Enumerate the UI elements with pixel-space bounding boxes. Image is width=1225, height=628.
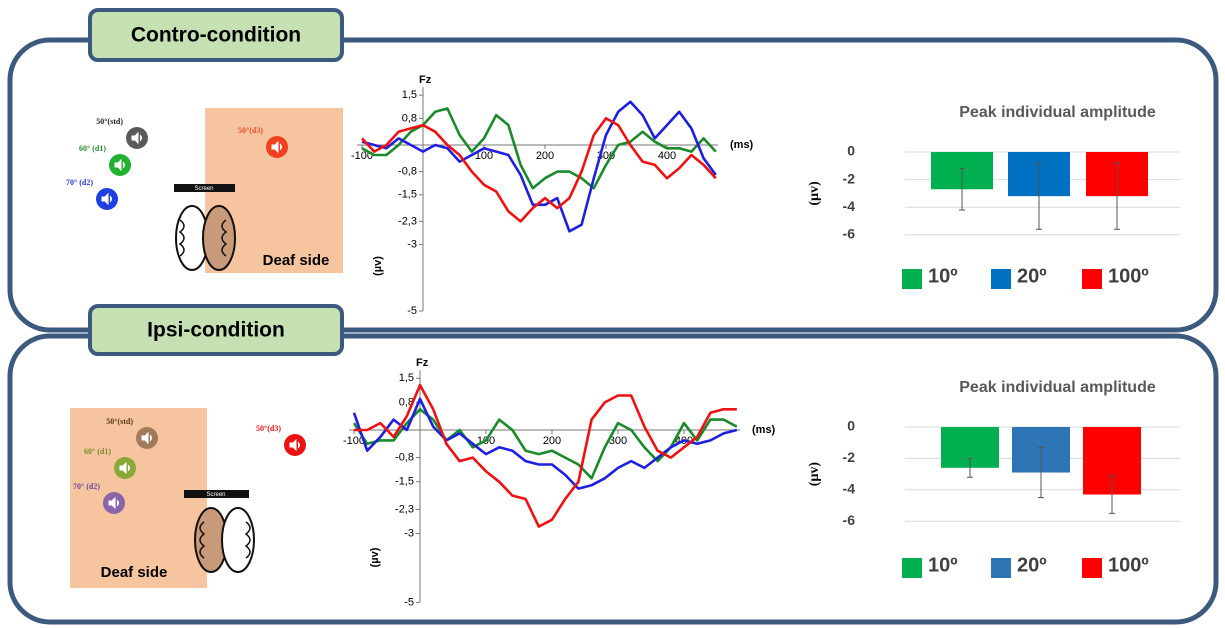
speaker-symbol xyxy=(131,131,142,145)
y-tick-label: -5 xyxy=(407,305,417,317)
chart-title: Peak individual amplitude xyxy=(959,104,1156,121)
y-tick-label: -2,3 xyxy=(395,503,414,515)
y-tick-label: 1,5 xyxy=(402,89,417,101)
y-tick-label: 0 xyxy=(847,418,855,434)
y-tick-label: 0 xyxy=(847,143,855,159)
panel-tab xyxy=(88,304,344,356)
source-label: 60° (d1) xyxy=(79,144,106,153)
screen xyxy=(184,490,249,498)
x-axis-label: (ms) xyxy=(752,424,776,436)
speaker-symbol xyxy=(119,461,130,475)
legend-swatch xyxy=(902,558,922,578)
x-tick-label: 200 xyxy=(536,150,554,162)
error-bar xyxy=(959,168,965,211)
erp-line xyxy=(361,117,717,223)
y-tick-label: -1,5 xyxy=(398,189,417,201)
legend-swatch xyxy=(1082,269,1102,289)
x-tick-label: 300 xyxy=(609,435,627,447)
brain xyxy=(194,507,255,573)
x-tick-label: 100 xyxy=(475,150,493,162)
erp-chart: Fz1,50,8-0,8-1,5-2,3-3-5-100 100 200 300 400… xyxy=(351,74,754,317)
erp-chart: Fz1,50,8-0,8-1,5-2,3-3-5-100 100 200 300 400… xyxy=(343,357,776,608)
speaker-symbol xyxy=(108,496,119,510)
source-label: 70° (d2) xyxy=(73,482,100,491)
source-label: 50°(d3) xyxy=(256,424,281,433)
source-label: 70° (d2) xyxy=(66,178,93,187)
speaker-symbol xyxy=(141,431,152,445)
y-tick-label: -0,8 xyxy=(398,165,417,177)
y-axis-label: (µv) xyxy=(807,462,822,487)
speaker-symbol xyxy=(114,158,125,172)
y-tick-label: -3 xyxy=(407,239,417,251)
y-tick-label: -2 xyxy=(843,449,856,465)
y-tick-label: 0,8 xyxy=(402,112,417,124)
speaker-symbol xyxy=(271,140,282,154)
panel-title: Contro-condition xyxy=(131,24,301,47)
legend-swatch xyxy=(902,269,922,289)
x-tick-label: 200 xyxy=(543,435,561,447)
brain xyxy=(175,205,236,271)
error-bar xyxy=(967,457,973,478)
source-label: 50°(d3) xyxy=(238,126,263,135)
source-label: 60° (d1) xyxy=(84,447,111,456)
y-tick-label: -2 xyxy=(843,170,856,186)
bar-chart: Peak individual amplitude 0 -2 -4 -6 (µv) 10º 2… xyxy=(807,379,1180,578)
channel-label: Fz xyxy=(419,74,432,86)
legend-label: 100º xyxy=(1108,554,1149,576)
chart-title: Peak individual amplitude xyxy=(959,379,1156,396)
speaker-symbol xyxy=(101,192,112,206)
y-tick-label: -4 xyxy=(843,481,856,497)
y-tick-label: -6 xyxy=(843,226,856,242)
screen xyxy=(174,184,235,192)
erp-line xyxy=(361,100,717,233)
source-label: 50°(std) xyxy=(106,417,133,426)
x-tick-label: 400 xyxy=(658,150,676,162)
y-tick-label: -5 xyxy=(404,596,414,608)
legend-label: 100º xyxy=(1108,265,1149,287)
side-label: Deaf side xyxy=(263,252,330,269)
legend-label: 20º xyxy=(1017,265,1047,287)
error-bar xyxy=(1114,162,1120,230)
erp-line xyxy=(352,397,738,490)
legend-label: 10º xyxy=(928,265,958,287)
y-tick-label: -2,3 xyxy=(398,215,417,227)
source-label: 50°(std) xyxy=(96,117,123,126)
erp-line xyxy=(354,383,737,528)
channel-label: Fz xyxy=(416,357,429,369)
x-tick-label: -100 xyxy=(351,150,373,162)
legend-label: 10º xyxy=(928,554,958,576)
y-tick-label: 1,5 xyxy=(399,372,414,384)
y-tick-label: -4 xyxy=(843,198,856,214)
screen-label: Screen xyxy=(194,186,213,192)
legend-swatch xyxy=(991,269,1011,289)
bar-chart: Peak individual amplitude 0 -2 -4 -6 (µv) 10º 2… xyxy=(807,104,1180,289)
legend-swatch xyxy=(1082,558,1102,578)
erp-line xyxy=(352,408,738,480)
legend-swatch xyxy=(991,558,1011,578)
error-bar xyxy=(1038,446,1044,499)
error-bar xyxy=(1036,162,1042,230)
y-axis-label: (µv) xyxy=(807,181,822,206)
panel-title: Ipsi-condition xyxy=(147,319,285,342)
panel-frame xyxy=(7,37,1219,333)
panel-frame xyxy=(7,333,1219,625)
x-axis-label: (ms) xyxy=(730,139,754,151)
speaker-symbol xyxy=(289,438,300,452)
y-axis-label: (µv) xyxy=(372,256,384,276)
y-tick-label: -0,8 xyxy=(395,452,414,464)
y-tick-label: -3 xyxy=(404,527,414,539)
x-tick-label: -100 xyxy=(343,435,365,447)
error-bar xyxy=(1109,475,1115,514)
panel-tab xyxy=(88,8,344,62)
screen-label: Screen xyxy=(206,492,225,498)
y-axis-label: (µv) xyxy=(369,547,381,567)
y-tick-label: -6 xyxy=(843,512,856,528)
legend-label: 20º xyxy=(1017,554,1047,576)
side-label: Deaf side xyxy=(101,564,168,581)
y-tick-label: -1,5 xyxy=(395,476,414,488)
